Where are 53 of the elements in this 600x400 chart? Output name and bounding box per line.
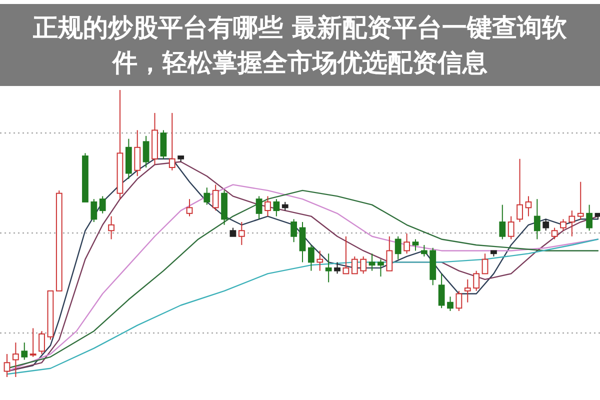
candlestick [394, 236, 402, 260]
candlestick [30, 328, 36, 358]
candlestick [168, 112, 176, 171]
candlestick [473, 270, 480, 292]
candlestick [90, 198, 98, 223]
candlestick [568, 210, 576, 237]
candlestick [360, 256, 367, 274]
candlestick [142, 135, 150, 168]
candlestick [99, 196, 106, 214]
candlestick [316, 250, 324, 272]
candlestick [542, 218, 550, 232]
candlestick [299, 222, 306, 263]
candlestick [204, 187, 210, 206]
candlestick [508, 216, 514, 240]
candlestick [447, 296, 454, 312]
candlestick [438, 273, 445, 309]
candlestick [21, 342, 28, 360]
candlestick [420, 244, 428, 257]
candlestick [499, 204, 506, 240]
candlestick [38, 330, 45, 355]
candlestick [256, 196, 262, 220]
candlestick [4, 354, 10, 378]
candlestick [525, 196, 532, 217]
candlestick [108, 216, 114, 240]
candlestick [551, 227, 558, 240]
candlestick [308, 244, 314, 272]
candlestick [264, 196, 271, 217]
candlestick [378, 258, 384, 278]
candlestick [334, 262, 340, 274]
candlestick [412, 238, 419, 252]
candlestick [464, 278, 471, 303]
candlestick [160, 130, 167, 160]
candlestick [186, 198, 193, 217]
candlestick [534, 198, 540, 240]
candlestick [342, 236, 350, 274]
candlestick [404, 233, 410, 254]
candlestick [134, 130, 141, 177]
candlestick [456, 290, 462, 312]
candlestick [368, 253, 376, 272]
candlestick [386, 236, 393, 272]
candlestick [560, 218, 566, 232]
candlestick [273, 198, 280, 217]
candlestick [290, 218, 298, 243]
candlestick [238, 222, 245, 246]
candlestick [12, 342, 19, 378]
candlestick [482, 253, 488, 274]
candlestick [577, 181, 584, 220]
candlestick [516, 158, 523, 223]
candlestick [212, 184, 219, 212]
candlestick [586, 204, 593, 232]
candlestick [351, 256, 358, 274]
chart-title: 正规的炒股平台有哪些 最新配资平台一键查询软件，轻松掌握全市场优选配资信息 [0, 4, 600, 86]
candlestick [325, 253, 332, 283]
